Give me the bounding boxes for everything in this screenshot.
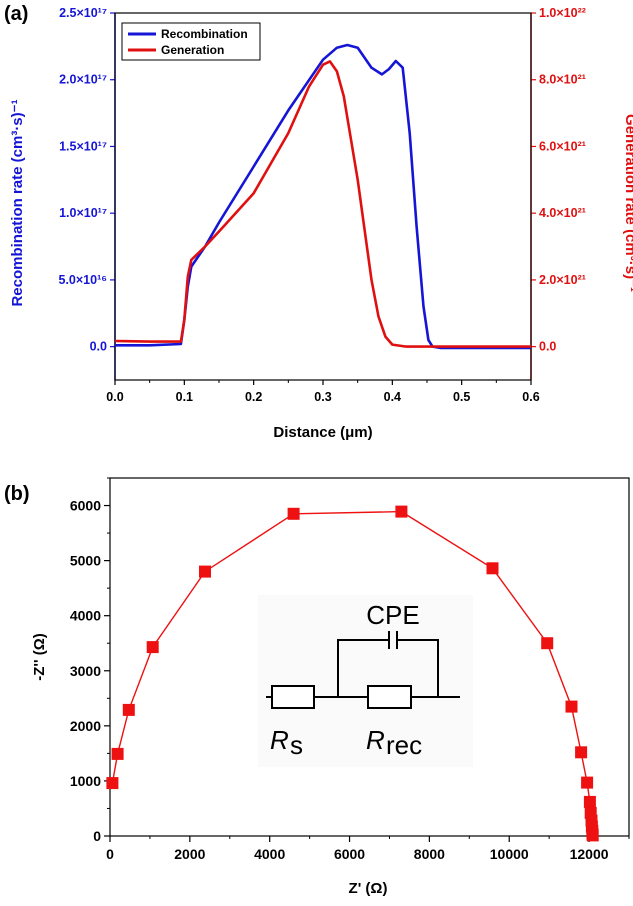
panel-a-legend: Recombination Generation xyxy=(121,22,261,61)
recombination-series-line xyxy=(115,43,531,350)
rs-label-sub: s xyxy=(290,730,303,760)
panel-b-ticks: 0 2000 4000 6000 8000 10000 12000 0 1000 2000 3000… xyxy=(70,477,630,862)
panel-a-right-tick-label: 0.0 xyxy=(539,340,556,354)
panel-b-y-tick-label: 0 xyxy=(93,828,101,844)
impedance-data-point xyxy=(486,562,499,575)
impedance-data-point xyxy=(287,507,300,520)
legend-generation-label: Generation xyxy=(161,43,224,57)
panel-b-x-axis-title: Z' (Ω) xyxy=(349,880,388,897)
panel-b-y-tick-label: 4000 xyxy=(70,608,101,624)
panel-a-ticks: 0.0 0.1 0.2 0.3 0.4 0.5 0.6 0.0 5.0×10¹⁶ 1.0×10¹⁷… xyxy=(59,6,586,404)
panel-b-x-tick-label: 0 xyxy=(106,846,114,862)
panel-a-x-tick-label: 0.0 xyxy=(106,390,123,404)
panel-a-right-tick-label: 1.0×10²² xyxy=(539,6,586,20)
impedance-data-point xyxy=(122,703,135,716)
panel-b-y-tick-label: 2000 xyxy=(70,718,101,734)
panel-a-x-tick-label: 0.2 xyxy=(245,390,262,404)
panel-a-right-tick-label: 2.0×10²¹ xyxy=(539,273,586,287)
panel-a-plot-frame xyxy=(114,12,532,381)
impedance-data-point xyxy=(583,795,596,808)
impedance-data-point xyxy=(586,829,599,842)
panel-b-x-tick-label: 2000 xyxy=(174,846,205,862)
panel-a-x-tick-label: 0.6 xyxy=(522,390,539,404)
impedance-data-point xyxy=(395,505,408,518)
legend-recombination-label: Recombination xyxy=(161,27,248,41)
panel-a-x-tick-label: 0.1 xyxy=(176,390,193,404)
rrec-resistor xyxy=(367,685,412,709)
panel-b-x-tick-label: 6000 xyxy=(334,846,365,862)
panel-a-left-tick-label: 5.0×10¹⁶ xyxy=(59,273,108,287)
panel-a-series xyxy=(114,43,531,350)
panel-a-right-tick-label: 6.0×10²¹ xyxy=(539,139,586,153)
panel-b-x-tick-label: 8000 xyxy=(414,846,445,862)
panel-a-left-tick-label: 0.0 xyxy=(90,340,107,354)
panel-a-left-tick-label: 2.5×10¹⁷ xyxy=(59,6,107,20)
cpe-branch-right xyxy=(401,639,439,697)
panel-a-label: (a) xyxy=(4,3,28,25)
impedance-data-point xyxy=(111,747,124,760)
panel-b-nyquist-plot: (b) CPE R s R rec 0 2000 4000 6000 8000 10000… xyxy=(4,477,630,897)
panel-b-y-tick-label: 5000 xyxy=(70,553,101,569)
panel-b-series xyxy=(106,505,599,842)
panel-a-recombination-generation: (a) 0.0 0.1 0.2 0.3 0.4 0.5 0.6 0.0 5.0×10¹⁶ 1.0×… xyxy=(4,3,633,441)
panel-b-y-tick-label: 6000 xyxy=(70,498,101,514)
panel-b-x-tick-label: 10000 xyxy=(490,846,529,862)
panel-b-x-tick-label: 12000 xyxy=(570,846,609,862)
panel-b-y-tick-label: 1000 xyxy=(70,773,101,789)
impedance-data-point xyxy=(581,776,594,789)
impedance-data-point xyxy=(106,777,119,790)
rs-resistor xyxy=(271,685,315,709)
impedance-data-point xyxy=(541,637,554,650)
panel-a-x-tick-label: 0.5 xyxy=(453,390,470,404)
panel-a-x-tick-label: 0.4 xyxy=(384,390,401,404)
cpe-label: CPE xyxy=(366,600,419,630)
panel-a-x-tick-label: 0.3 xyxy=(314,390,331,404)
panel-a-left-tick-label: 1.0×10¹⁷ xyxy=(59,206,107,220)
rrec-label-sub: rec xyxy=(386,730,422,760)
panel-b-y-axis-title: -Z'' (Ω) xyxy=(31,633,48,680)
legend-box xyxy=(121,22,261,61)
panel-a-right-tick-label: 4.0×10²¹ xyxy=(539,206,586,220)
impedance-data-point xyxy=(565,700,578,713)
panel-a-left-axis-title: Recombination rate (cm³·s)⁻¹ xyxy=(9,99,26,306)
panel-b-plot-frame xyxy=(109,477,630,837)
panel-b-label: (b) xyxy=(4,483,30,505)
impedance-data-point xyxy=(199,565,211,578)
panel-b-x-tick-label: 4000 xyxy=(254,846,285,862)
panel-a-right-axis-title: Generation rate (cm³·s)⁻¹ xyxy=(622,114,633,292)
rrec-label-main: R xyxy=(366,725,385,755)
generation-series-line xyxy=(114,60,531,348)
panel-a-right-tick-label: 8.0×10²¹ xyxy=(539,73,586,87)
cpe-branch-left xyxy=(337,639,385,697)
panel-a-left-tick-label: 1.5×10¹⁷ xyxy=(59,139,107,153)
equivalent-circuit-inset: CPE R s R rec xyxy=(258,595,473,767)
panel-b-y-tick-label: 3000 xyxy=(70,663,101,679)
panel-a-left-tick-label: 2.0×10¹⁷ xyxy=(59,73,107,87)
impedance-data-point xyxy=(146,641,159,654)
impedance-data-point xyxy=(575,746,588,759)
panel-a-x-axis-title: Distance (μm) xyxy=(273,424,372,441)
rs-label-main: R xyxy=(270,725,289,755)
